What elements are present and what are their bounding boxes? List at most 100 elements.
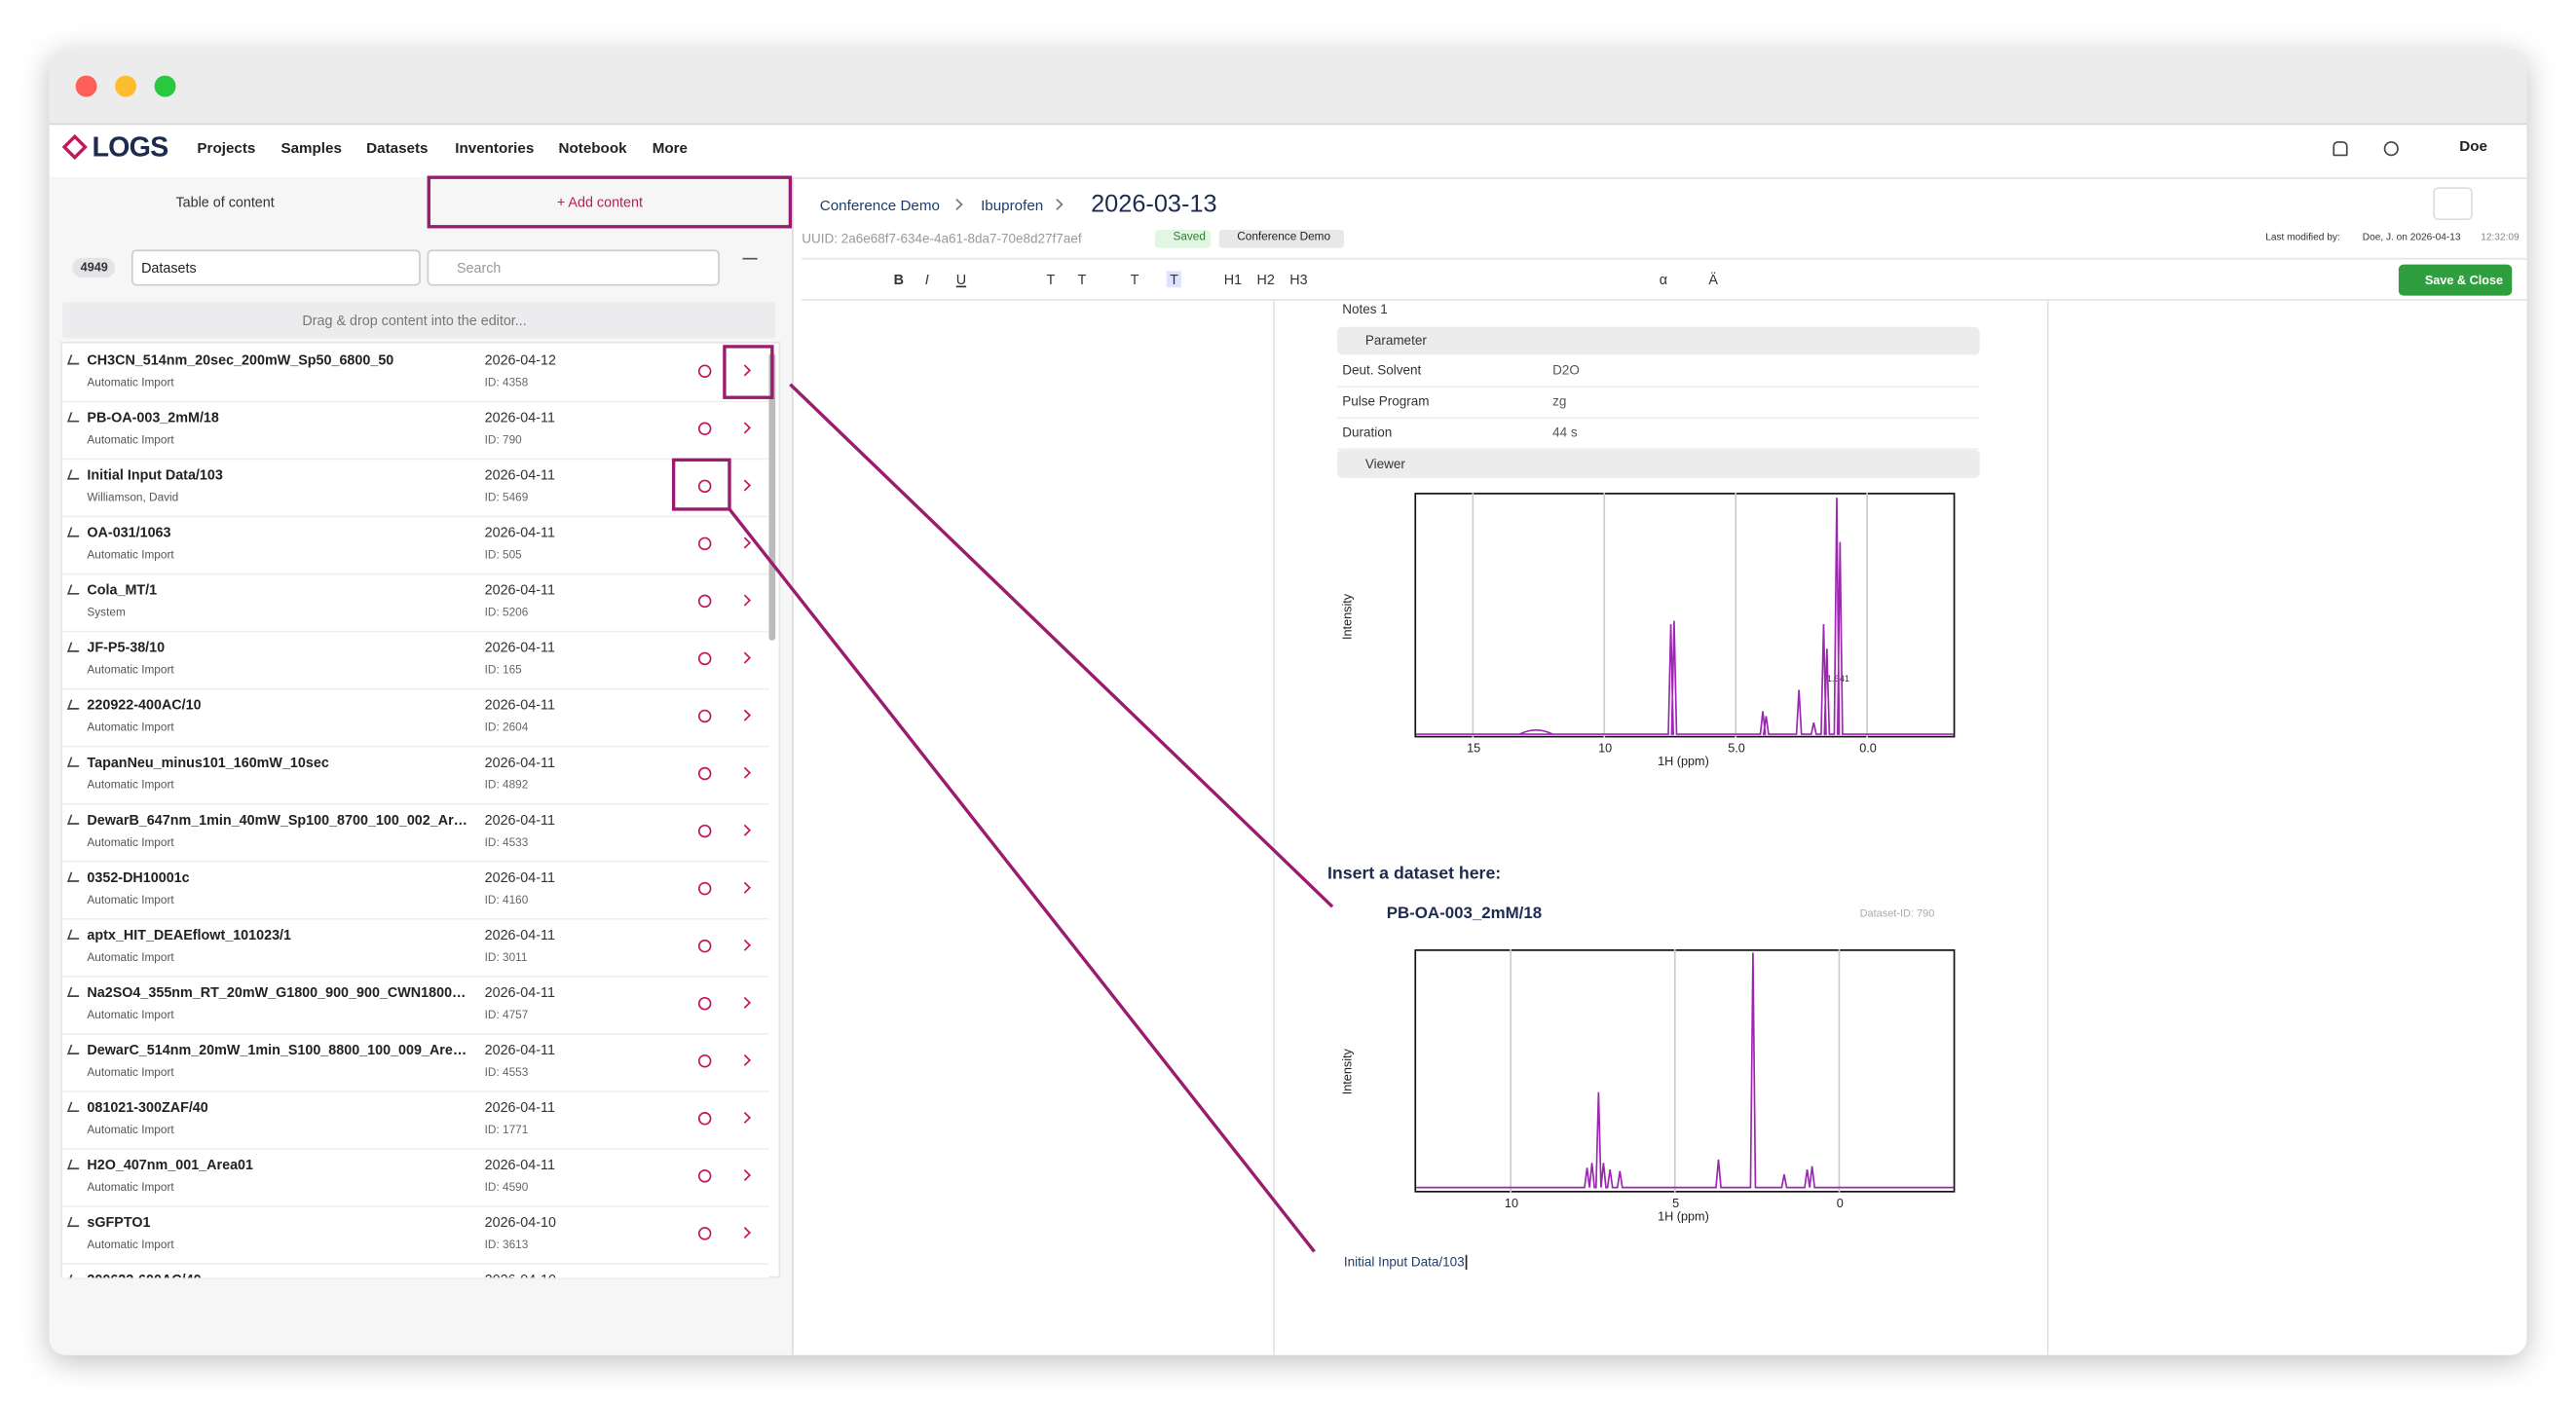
mention-button[interactable] xyxy=(697,709,712,723)
mention-button[interactable] xyxy=(697,881,712,896)
save-button[interactable] xyxy=(2398,264,2513,296)
document-page xyxy=(1273,300,2049,1355)
mention-button[interactable] xyxy=(697,824,712,838)
dataset-row[interactable]: aptx_HIT_DEAEflowt_101023/1 2026-04-11 Aut… xyxy=(62,919,769,978)
dataset-row[interactable]: 0352-DH10001c 2026-04-11 Automatic Import I… xyxy=(62,862,769,920)
dataset-row[interactable]: H2O_407nm_001_Area01 2026-04-11 Automatic … xyxy=(62,1149,769,1207)
type-select[interactable] xyxy=(131,249,421,286)
mention-button[interactable] xyxy=(697,364,712,378)
dataset-source: Williamson, David xyxy=(87,493,179,504)
dataset-row[interactable]: Na2SO4_355nm_RT_20mW_G1800_900_900_CWN18… xyxy=(62,977,769,1035)
grid-line xyxy=(1510,949,1512,1193)
grid-line xyxy=(1472,493,1475,738)
spectrum xyxy=(1416,952,1954,1189)
dataset-row[interactable]: Cola_MT/1 2026-04-11 System ID: 5206 xyxy=(62,574,769,633)
dataset-title[interactable]: PB-OA-003_2mM/18 xyxy=(1386,905,1543,924)
dataset-source: Automatic Import xyxy=(87,952,174,965)
section-header[interactable]: Viewer xyxy=(1364,456,1405,472)
dataset-date: 2026-04-12 xyxy=(484,351,556,368)
mention-button[interactable] xyxy=(697,536,712,551)
nav-item[interactable]: Samples xyxy=(280,139,342,157)
mention-button[interactable] xyxy=(697,422,712,436)
dataset-source: System xyxy=(87,608,126,619)
dataset-row[interactable]: 220922-400AC/10 2026-04-11 Automatic Impor… xyxy=(62,689,769,748)
dataset-id: ID: 5206 xyxy=(484,608,529,619)
save-button-label[interactable]: Save & Close xyxy=(2424,273,2504,288)
dataset-id: ID: 1771 xyxy=(484,1125,529,1137)
minimize-button[interactable] xyxy=(115,75,137,97)
dataset-date: 2026-04-11 xyxy=(484,1098,555,1116)
toolbar-button[interactable]: T xyxy=(1046,271,1056,288)
dataset-date: 2026-04-11 xyxy=(484,466,555,483)
dataset-id: ID: 5469 xyxy=(484,493,529,504)
nav-item[interactable]: Inventories xyxy=(455,139,535,157)
nav-item[interactable]: Datasets xyxy=(366,139,429,157)
nav-item[interactable]: Notebook xyxy=(558,139,627,157)
dataset-row[interactable]: DewarC_514nm_20mW_1min_S100_8800_100_009… xyxy=(62,1034,769,1092)
x-tick-label: 0.0 xyxy=(1859,740,1877,756)
close-button[interactable] xyxy=(75,75,97,97)
dataset-id: ID: 165 xyxy=(484,665,522,678)
dataset-row[interactable]: OA-031/1063 2026-04-11 Automatic Import ID:… xyxy=(62,517,769,575)
dataset-source: Automatic Import xyxy=(87,377,174,389)
drop-zone xyxy=(62,302,776,339)
mention-button[interactable] xyxy=(697,1054,712,1068)
breadcrumb-sample[interactable]: Ibuprofen xyxy=(981,197,1044,214)
dataset-date: 2026-04-11 xyxy=(484,869,555,886)
toolbar-button[interactable]: H3 xyxy=(1289,271,1308,288)
mention-button[interactable] xyxy=(697,651,712,666)
toolbar-button[interactable]: H2 xyxy=(1256,271,1275,288)
mention-button[interactable] xyxy=(697,594,712,609)
history-button[interactable] xyxy=(2433,187,2473,221)
toolbar-button[interactable]: T xyxy=(1077,271,1087,288)
mention-button[interactable] xyxy=(697,1169,712,1183)
tab-table-of-content[interactable]: Table of content xyxy=(175,194,275,210)
mention-button[interactable] xyxy=(697,479,712,494)
dataset-row[interactable]: CH3CN_514nm_20sec_200mW_Sp50_6800_50 2026… xyxy=(62,345,769,403)
dataset-row[interactable]: sGFPTO1 2026-04-10 Automatic Import ID: 361… xyxy=(62,1206,769,1265)
dataset-row[interactable]: PB-OA-003_2mM/18 2026-04-11 Automatic Impo… xyxy=(62,402,769,461)
tab-add-content[interactable]: + Add content xyxy=(556,194,643,210)
dataset-row[interactable]: JF-P5-38/10 2026-04-11 Automatic Import ID:… xyxy=(62,632,769,690)
toolbar-button[interactable]: B xyxy=(893,271,905,288)
mention-button[interactable] xyxy=(697,939,712,953)
dataset-row[interactable]: TapanNeu_minus101_160mW_10sec 2026-04-11 A… xyxy=(62,747,769,805)
x-tick-label: 5.0 xyxy=(1728,740,1745,756)
toolbar-button[interactable]: Ä xyxy=(1708,271,1718,288)
toolbar-button[interactable]: U xyxy=(955,271,967,288)
zoom-button[interactable] xyxy=(154,75,176,97)
mention-button[interactable] xyxy=(697,1112,712,1126)
toolbar-button[interactable]: H1 xyxy=(1223,271,1243,288)
user-menu[interactable]: Doe xyxy=(2459,137,2487,155)
dataset-date: 2026-04-11 xyxy=(484,754,555,771)
toolbar-button[interactable]: T xyxy=(1166,271,1182,288)
grid-line xyxy=(1673,949,1676,1193)
grid-line xyxy=(1735,493,1737,738)
toolbar-button[interactable]: α xyxy=(1659,271,1668,288)
mention-button[interactable] xyxy=(697,996,712,1011)
x-tick-label: 5 xyxy=(1672,1196,1680,1211)
filter-button[interactable] xyxy=(742,257,758,275)
toolbar-button[interactable]: T xyxy=(1130,271,1139,288)
dataset-mention[interactable]: Initial Input Data/103 xyxy=(1344,1254,1469,1270)
parameter-name: Duration xyxy=(1342,425,1393,441)
dataset-row[interactable]: DewarB_647nm_1min_40mW_Sp100_8700_100_00… xyxy=(62,804,769,863)
section-header[interactable]: Parameter xyxy=(1364,333,1427,349)
search-input[interactable] xyxy=(427,249,720,286)
dataset-source: Automatic Import xyxy=(87,1239,174,1252)
nav-item[interactable]: Projects xyxy=(197,139,256,157)
dataset-row[interactable]: Initial Input Data/103 2026-04-11 Williams… xyxy=(62,460,769,518)
mention-button[interactable] xyxy=(697,1227,712,1240)
tag-badge xyxy=(1218,230,1344,248)
mention-button[interactable] xyxy=(697,766,712,781)
breadcrumb-project[interactable]: Conference Demo xyxy=(819,197,940,214)
dataset-id: ID: 4892 xyxy=(484,780,529,793)
grid-line xyxy=(1866,493,1869,738)
dataset-row[interactable]: 081021-300ZAF/40 2026-04-11 Automatic Impo… xyxy=(62,1091,769,1150)
dataset-id: ID: 505 xyxy=(484,550,522,562)
toolbar-button[interactable]: I xyxy=(924,271,929,288)
nav-item[interactable]: More xyxy=(652,139,688,157)
count: 4949 xyxy=(80,259,108,275)
